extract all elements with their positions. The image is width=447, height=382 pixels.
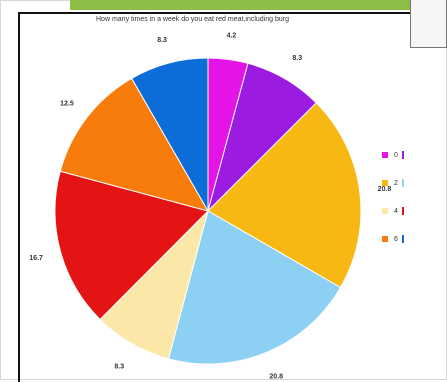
legend-item: 4: [382, 206, 404, 216]
legend-label: 4: [394, 208, 398, 215]
legend-color-bar: [402, 151, 404, 159]
pie-slice-label: 8.3: [292, 55, 302, 62]
legend-label: 0: [394, 152, 398, 159]
pie-slice-label: 20.8: [269, 373, 283, 380]
legend-item: 2: [382, 178, 404, 188]
legend-color-bar: [402, 179, 404, 187]
legend-swatch: [382, 208, 388, 214]
pie-slice-label: 8.3: [157, 37, 167, 44]
legend-label: 2: [394, 180, 398, 187]
pie-slice-label: 16.7: [29, 255, 43, 262]
legend-color-bar: [402, 207, 404, 215]
legend-label: 6: [394, 236, 398, 243]
legend-swatch: [382, 180, 388, 186]
legend-swatch: [382, 152, 388, 158]
legend-item: 0: [382, 150, 404, 160]
pie-slices: [55, 58, 361, 364]
pie-slice-label: 12.5: [60, 100, 74, 107]
legend-swatch: [382, 236, 388, 242]
chart-legend: 0 2 4 6: [382, 150, 404, 262]
legend-item: 6: [382, 234, 404, 244]
legend-color-bar: [402, 235, 404, 243]
pie-slice-label: 4.2: [227, 33, 237, 40]
pie-slice-label: 8.3: [114, 363, 124, 370]
